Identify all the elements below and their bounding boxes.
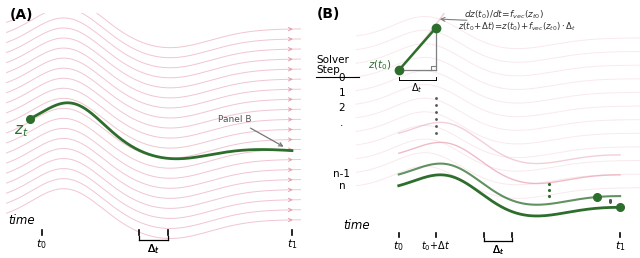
Text: n: n — [339, 181, 346, 191]
Text: $t_0{+}\Delta t$: $t_0{+}\Delta t$ — [421, 239, 451, 253]
Text: time: time — [8, 214, 35, 227]
Text: 1: 1 — [339, 88, 346, 98]
Text: $z(t_0)$: $z(t_0)$ — [367, 58, 391, 72]
Text: $t_1$: $t_1$ — [287, 237, 297, 251]
Text: $t_0$: $t_0$ — [394, 239, 404, 253]
Text: $\Delta_t$: $\Delta_t$ — [492, 243, 504, 257]
Text: time: time — [344, 219, 370, 232]
Text: 0: 0 — [339, 73, 345, 83]
Text: $dz(t_0)/dt\!=\!f_{vec}(z_{t0})$: $dz(t_0)/dt\!=\!f_{vec}(z_{t0})$ — [464, 9, 544, 21]
Text: Step: Step — [316, 65, 340, 75]
Text: $z_t$: $z_t$ — [14, 124, 28, 139]
Text: $\Delta_t$: $\Delta_t$ — [147, 243, 160, 256]
Text: $\Delta_t$: $\Delta_t$ — [412, 82, 423, 95]
Text: 2: 2 — [339, 103, 346, 113]
Text: Panel B: Panel B — [218, 115, 282, 146]
Text: .: . — [340, 118, 344, 128]
Text: $t_1$: $t_1$ — [615, 239, 625, 253]
Text: $\Delta_t$: $\Delta_t$ — [492, 243, 504, 257]
Text: $t_0$: $t_0$ — [36, 237, 47, 251]
Text: Solver: Solver — [316, 55, 349, 65]
Text: (B): (B) — [316, 7, 340, 21]
Text: $z(t_0\!+\!\Delta t)\!=\!z(t_0)\!+\!f_{vec}(z_{t0})\cdot\Delta_t$: $z(t_0\!+\!\Delta t)\!=\!z(t_0)\!+\!f_{v… — [458, 20, 577, 33]
Text: n-1: n-1 — [333, 170, 351, 180]
Text: (A): (A) — [10, 8, 33, 22]
Text: $\Delta_t$: $\Delta_t$ — [147, 243, 160, 256]
